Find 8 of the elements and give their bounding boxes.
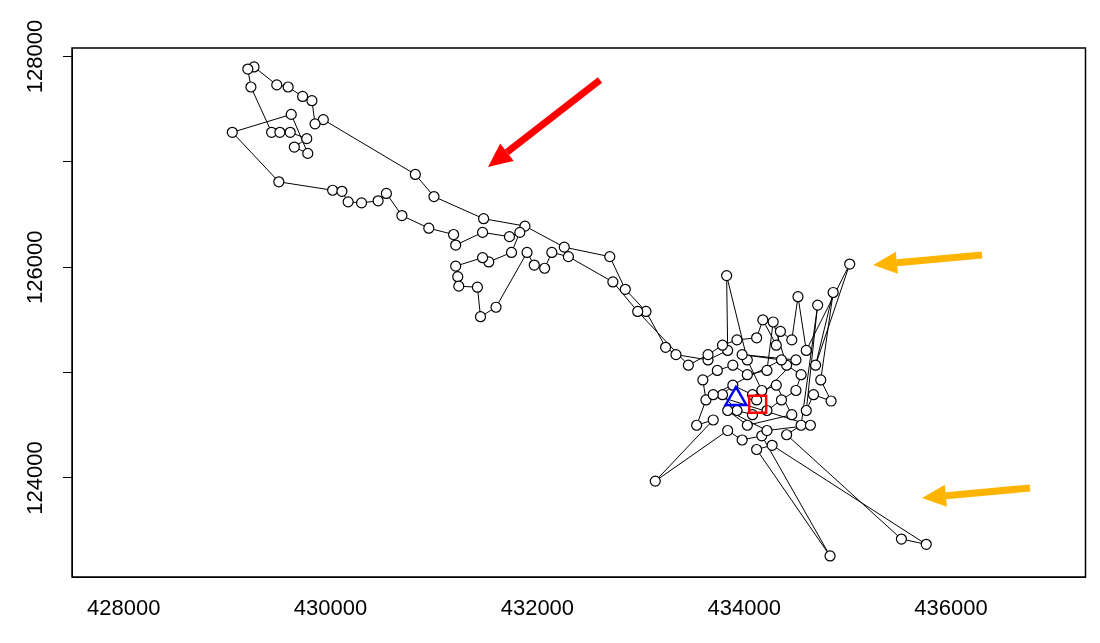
x-tick-label: 436000 — [914, 595, 988, 621]
y-tick-label: 128000 — [22, 19, 48, 94]
x-tick-label: 428000 — [87, 595, 161, 621]
x-tick-label: 430000 — [293, 595, 368, 621]
y-tick-label: 126000 — [22, 230, 48, 304]
x-tick-label: 432000 — [500, 595, 575, 621]
y-tick-label: 124000 — [22, 441, 48, 515]
x-tick-label: 434000 — [707, 595, 781, 621]
